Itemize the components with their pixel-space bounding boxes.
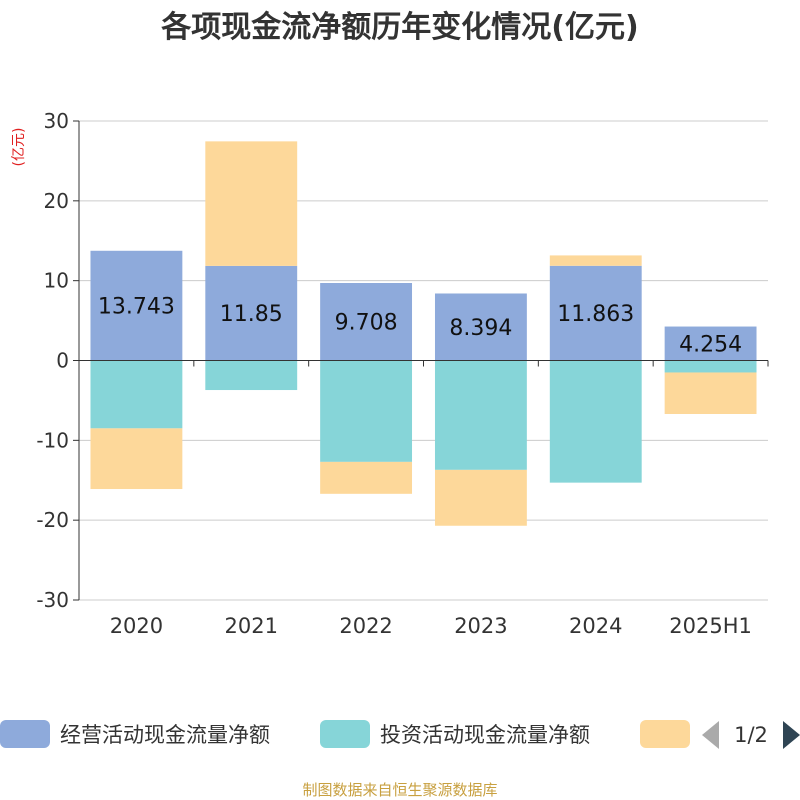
y-tick-label: -30 [36, 588, 69, 612]
chart-title: 各项现金流净额历年变化情况(亿元) [160, 10, 638, 45]
legend-swatch[interactable] [0, 720, 50, 748]
bar-series-2-2025H1[interactable] [664, 372, 757, 414]
data-label: 8.394 [449, 316, 512, 341]
next-page-arrow-icon[interactable] [783, 721, 800, 749]
data-label: 11.863 [557, 302, 634, 327]
bar-series-0-2024[interactable] [549, 265, 642, 361]
bar-series-2-2021[interactable] [205, 141, 298, 266]
bar-series-1-2022[interactable] [320, 360, 413, 462]
y-tick-label: -10 [36, 428, 69, 452]
y-axis-unit: (亿元) [11, 128, 27, 167]
bar-series-2-2020[interactable] [90, 428, 183, 490]
bar-series-2-2024[interactable] [549, 255, 642, 266]
data-label: 13.743 [98, 295, 175, 320]
bars-layer [90, 141, 757, 526]
bar-series-1-2025H1[interactable] [664, 360, 757, 373]
x-tick-label: 2025H1 [669, 614, 752, 638]
bar-series-2-2022[interactable] [320, 461, 413, 494]
bar-series-0-2022[interactable] [320, 282, 413, 361]
x-tick-label: 2024 [569, 614, 622, 638]
x-tick-label: 2022 [339, 614, 392, 638]
y-tick-label: 30 [44, 109, 69, 133]
bar-series-2-2023[interactable] [434, 469, 527, 526]
legend-swatch[interactable] [640, 720, 690, 748]
data-source-note: 制图数据来自恒生聚源数据库 [302, 781, 497, 799]
bar-series-1-2023[interactable] [434, 360, 527, 470]
data-label: 9.708 [335, 311, 398, 336]
bar-series-1-2024[interactable] [549, 360, 642, 483]
bar-series-0-2025H1[interactable] [664, 326, 757, 361]
legend: 经营活动现金流量净额 投资活动现金流量净额 [0, 720, 690, 748]
data-label: 4.254 [679, 333, 742, 358]
axes [78, 121, 769, 600]
bar-series-1-2020[interactable] [90, 360, 183, 429]
x-axis-ticks: 2020 2021 2022 2023 2024 2025H1 [110, 614, 752, 638]
data-labels: 13.743 11.85 9.708 8.394 11.863 4.254 [98, 295, 742, 358]
bar-series-0-2020[interactable] [90, 250, 183, 361]
prev-page-arrow-icon[interactable] [702, 721, 719, 749]
x-tick-label: 2021 [225, 614, 278, 638]
y-tick-label: 10 [44, 269, 69, 293]
y-tick-label: 0 [56, 349, 69, 373]
legend-page-indicator: 1/2 [734, 723, 768, 747]
x-tick-label: 2023 [454, 614, 507, 638]
y-axis-ticks: 30 20 10 0 -10 -20 -30 [36, 109, 79, 612]
bar-series-0-2021[interactable] [205, 265, 298, 361]
legend-label[interactable]: 经营活动现金流量净额 [60, 723, 270, 747]
legend-swatch[interactable] [320, 720, 370, 748]
bar-series-1-2021[interactable] [205, 360, 298, 391]
y-tick-label: -20 [36, 508, 69, 532]
bar-series-0-2023[interactable] [434, 293, 527, 361]
legend-pager: 1/2 [702, 721, 800, 749]
x-tick-label: 2020 [110, 614, 163, 638]
y-tick-label: 20 [44, 189, 69, 213]
data-label: 11.85 [220, 302, 283, 327]
legend-label[interactable]: 投资活动现金流量净额 [380, 723, 590, 747]
